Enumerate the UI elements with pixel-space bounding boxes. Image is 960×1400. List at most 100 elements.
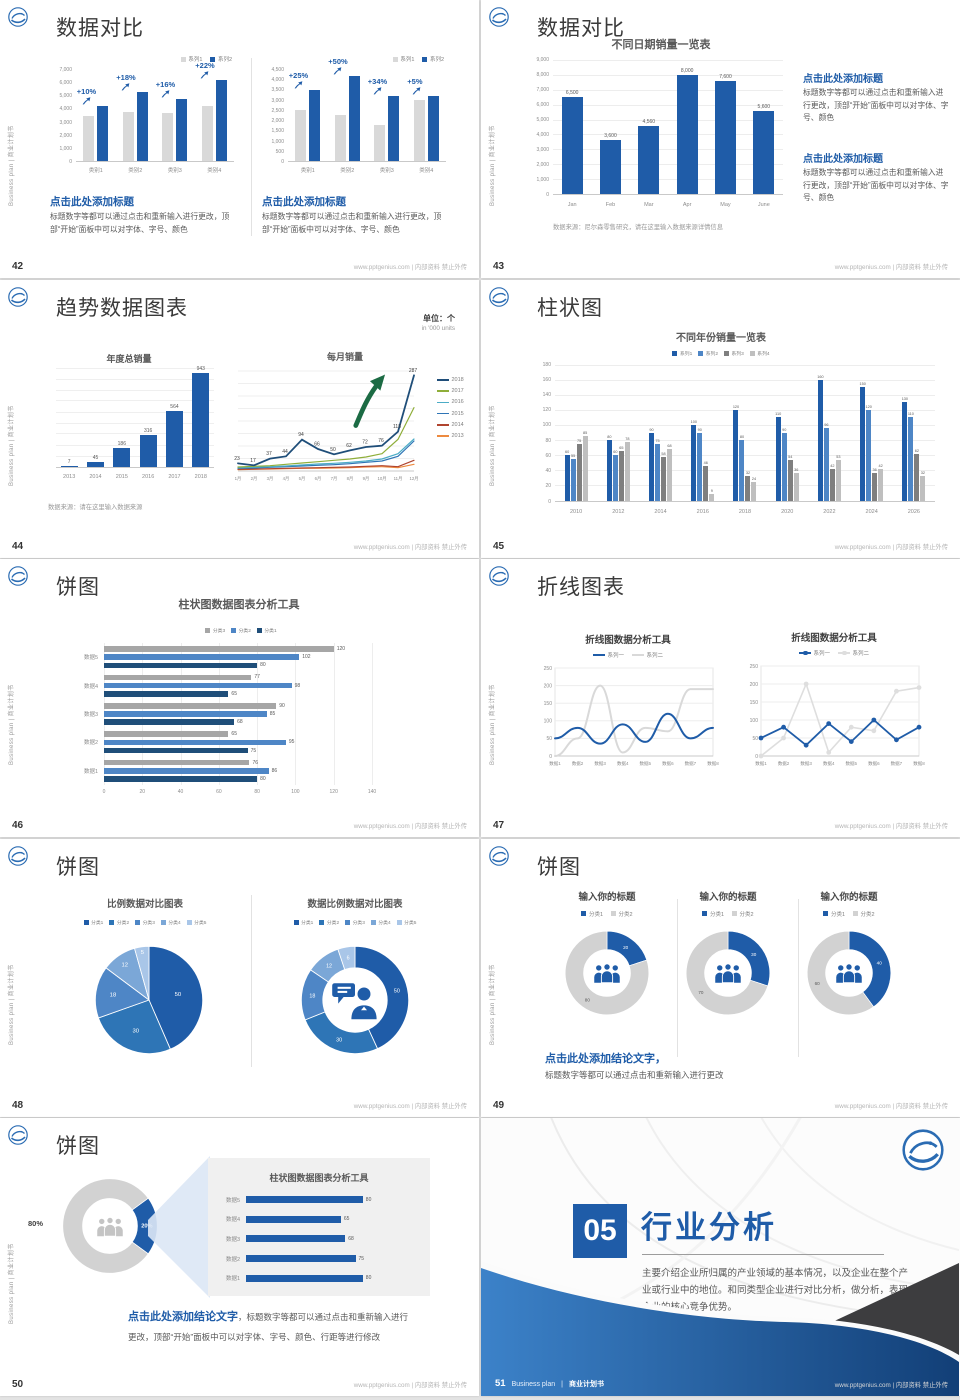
slide-footer: www.pptgenius.com | 内部资料 禁止外传 [353,1102,467,1110]
bar: 100 [691,420,697,501]
bar: 78 [624,437,630,501]
page-number: 47 [493,820,505,831]
legend-item: 系列2 [210,55,232,63]
slide-footer: www.pptgenius.com | 内部资料 禁止外传 [353,543,467,551]
svg-text:数据7: 数据7 [685,760,697,767]
side-label: Business plan | 商业计划书 [490,684,496,765]
svg-text:150: 150 [750,700,759,706]
grouped-bar-chart: +10% +18% +16% +22% 7,000 6,000 5,000 4,000 3,00… [50,61,236,174]
slide-thumbnail-49[interactable]: 饼图 Business plan | 商业计划书 输入你的标题 分类1 分类2 2… [481,838,960,1117]
legend-item: 分类2 [109,919,129,926]
chart-title: 不同年份销量一览表 [676,332,766,344]
chart-legend: 分类1 分类2 分类3 分类4 分类5 [255,919,455,926]
slide-thumbnail-42[interactable]: 数据对比 Business plan | 商业计划书 系列1 系列2 系列1 系列2… [0,0,479,278]
svg-text:30: 30 [751,951,757,956]
pie-slice [97,998,171,1054]
bar: 90 [697,428,703,501]
legend-item: 系列1 [392,55,414,63]
bar [201,106,213,161]
conclusion-text: 点击此处添加结论文字，标题数字等都可以通过点击和重新输入进行 更改，顶部“开始”… [128,1306,458,1347]
chart-legend: 系列1 系列2 [50,55,236,63]
bar: 65 [618,446,624,501]
line-chart: 250 200 150 100 50 0 数据1 数据2 数据3 数据4 数据5 数据6 数据7 数据8 [743,661,926,767]
pie-slice [564,930,650,1015]
bar [104,747,248,754]
svg-text:数据1: 数据1 [549,760,561,767]
placeholder-heading: 点击此处添加标题 [803,154,883,165]
bar [104,674,252,681]
bar [246,1235,346,1243]
bar: 32 [745,471,751,501]
bar: 110 [775,412,781,501]
svg-text:数据6: 数据6 [868,760,880,767]
slide-thumbnail-43[interactable]: 数据对比 Business plan | 商业计划书 不同日期销量一览表 6,5… [481,0,960,278]
svg-text:37: 37 [266,451,272,457]
divider [642,1254,884,1255]
line-chart: 250 200 150 100 50 0 数据1 数据2 数据3 数据4 数据5 数据6 数据7 数据8 [537,663,720,767]
slide-footer: www.pptgenius.com | 内部资料 禁止外传 [834,543,948,551]
svg-text:30: 30 [132,1028,139,1034]
bar [246,1215,341,1223]
legend-item: 2018 [437,377,464,383]
side-label: Business plan | 商业计划书 [490,404,496,486]
slide-thumbnail-46[interactable]: 饼图 Business plan | 商业计划书 柱状图数据图表分析工具 分类3… [0,559,479,837]
chart-legend: 分类3 分类2 分类1 [136,627,346,634]
legend-item: 系列2 [698,350,718,357]
svg-text:4月: 4月 [283,476,290,482]
page-number: 44 [12,540,24,552]
bar: 7 [60,458,78,467]
svg-text:数据4: 数据4 [617,760,629,767]
svg-text:100: 100 [544,719,553,725]
slide-title: 饼图 [537,855,581,879]
slide-title: 饼图 [56,576,100,599]
pie-slice [62,1178,149,1274]
svg-text:250: 250 [750,664,759,670]
slide-thumbnail-45[interactable]: 柱状图 Business plan | 商业计划书 不同年份销量一览表 系列1 系… [481,279,960,558]
legend-item: 分类3 [135,919,155,926]
slide-thumbnail-47[interactable]: 折线图表 Business plan | 商业计划书 折线图数据分析工具 系列一… [481,559,960,837]
section-body: 主要介绍企业所归属的产业领域的基本情况，以及企业在整个产业或行业中的地位。和同类… [642,1268,909,1314]
pie-slice [94,966,150,1019]
bar: 160 [817,375,824,501]
bar: 55 [570,454,576,501]
slide-footer: www.pptgenius.com | 内部资料 禁止外传 [834,823,948,830]
line-series [554,684,714,757]
bar: 6,500 [561,90,583,194]
page-number: 43 [493,261,505,272]
svg-text:1月: 1月 [235,476,242,482]
svg-text:8月: 8月 [347,476,354,482]
line-series [237,373,415,466]
bar: 46 [703,461,709,501]
pie-slice [806,930,875,1015]
slide-title: 数据对比 [537,17,625,40]
legend-item: 系列一 [798,649,830,657]
bar: 62 [914,449,920,501]
conclusion-rest: ，标题数字等都可以通过点击和重新输入进行 [238,1312,409,1322]
bar-group: 数据4 77 98 65 [83,674,301,697]
bar-group: 数据1 76 86 80 [83,759,278,782]
bar-group: 数据2 75 [225,1255,365,1263]
side-label: Business plan | 商业计划书 [490,125,496,206]
bottom-wave-shapes [481,1261,959,1396]
slide-thumbnail-50[interactable]: 饼图 Business plan | 商业计划书 20% 80% 柱状图数据图表… [0,1118,479,1396]
bar [83,115,95,161]
slide-thumbnail-48[interactable]: 饼图 Business plan | 商业计划书 比例数据对比图表 分类1 分类2… [0,838,479,1117]
bar: 110 [908,412,914,501]
slide-thumbnail-51[interactable]: 05 行业分析 主要介绍企业所归属的产业领域的基本情况，以及企业在整个产业或行业… [481,1118,960,1396]
chart-title: 柱状图数据图表分析工具 [269,1173,369,1183]
svg-text:数据5: 数据5 [846,760,858,767]
slide-thumbnail-44[interactable]: 趋势数据图表 Business plan | 商业计划书 单位：个 in '00… [0,279,479,558]
bar [104,711,267,717]
people-group-icon [592,962,622,983]
svg-text:5月: 5月 [299,476,306,482]
svg-text:18: 18 [309,993,315,999]
chart-legend: 2018 2017 2016 2015 2014 2013 [437,375,477,442]
donut-chart: 40 60 [803,927,895,1019]
bar [176,98,188,161]
svg-text:44: 44 [282,448,288,454]
svg-text:0: 0 [755,754,758,760]
legend-item: 2017 [437,388,464,394]
legend-item: 分类2 [732,910,754,918]
bar: 8,000 [676,68,698,194]
